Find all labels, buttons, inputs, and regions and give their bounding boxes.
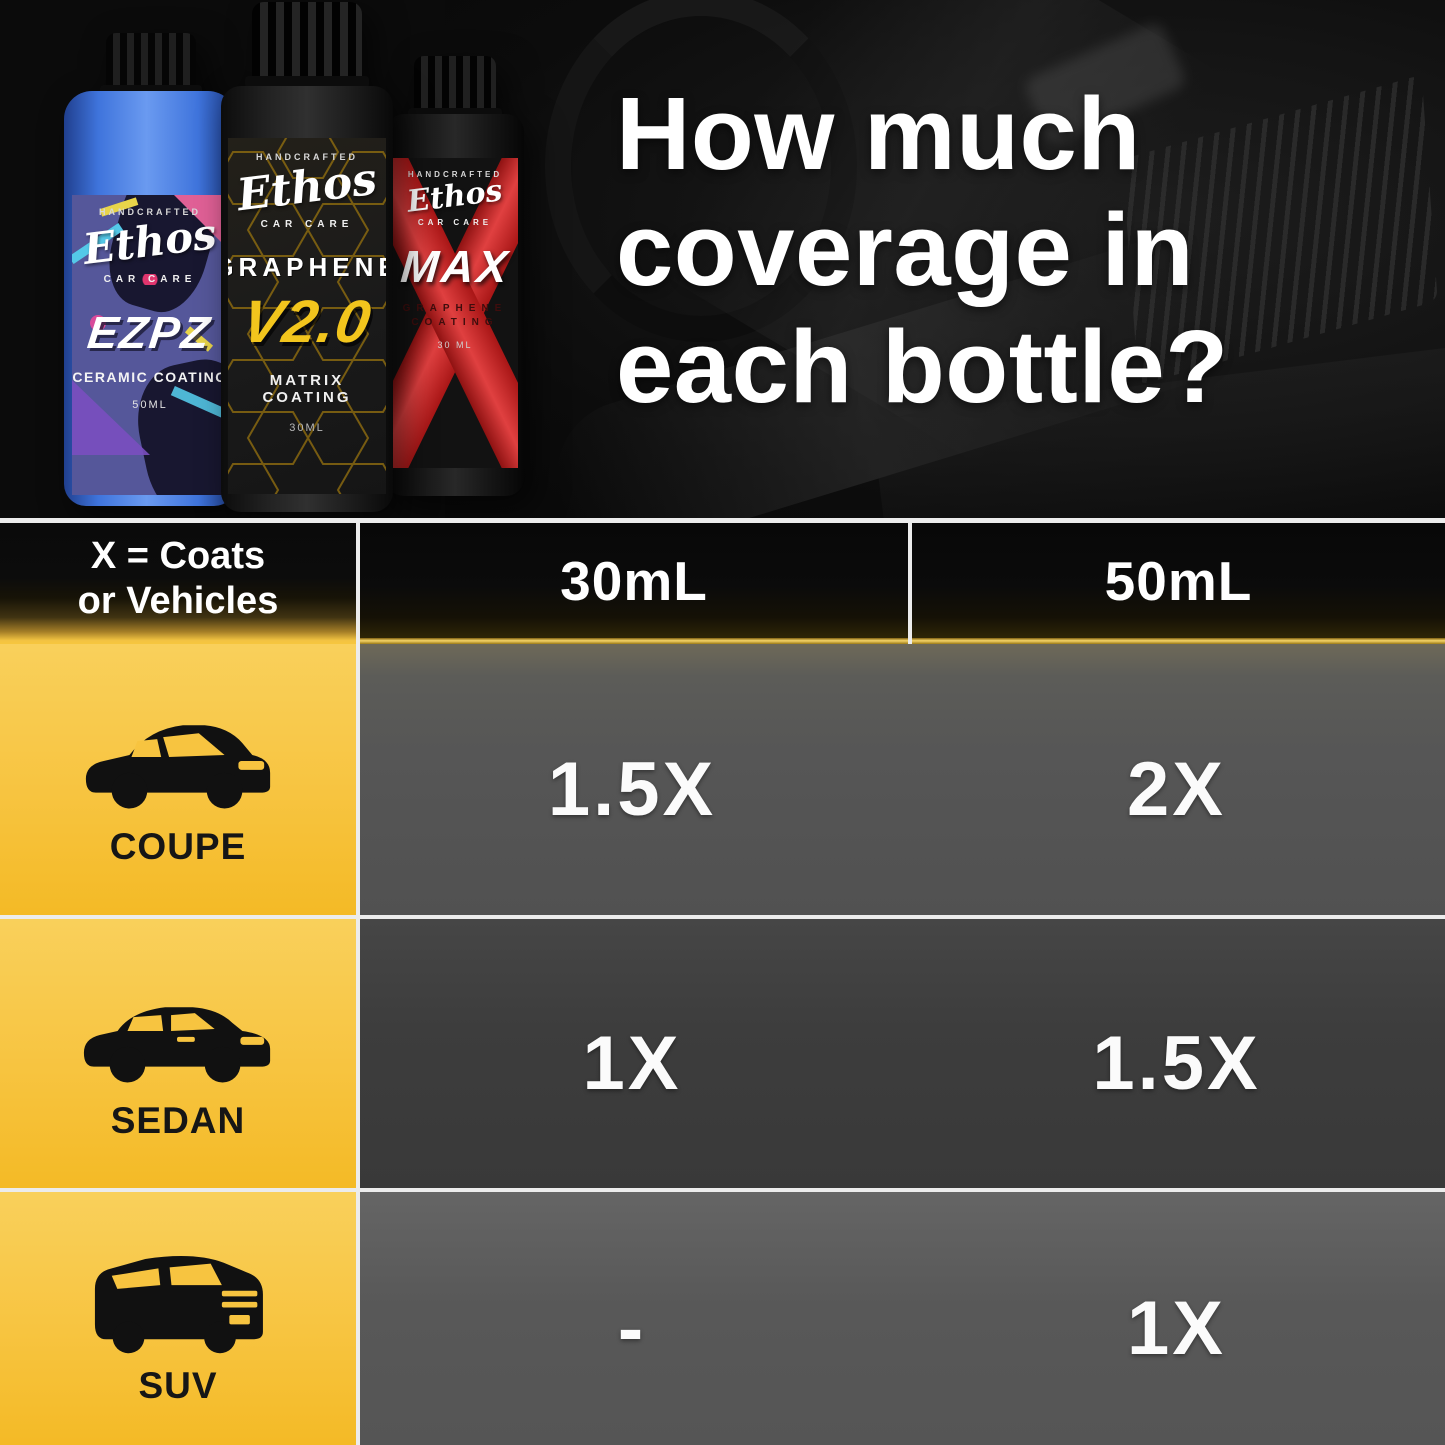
cell-sedan-50ml: 1.5X <box>908 919 1445 1188</box>
product-name-v20: V2.0 <box>237 288 377 355</box>
bottle-cap-flange <box>408 108 502 118</box>
main-heading: How much coverage in each bottle? <box>616 76 1229 425</box>
bottle-graphene-v2: HANDCRAFTED Ethos CAR CARE GRAPHENE V2.0… <box>221 2 393 512</box>
cell-suv-50ml: 1X <box>908 1192 1445 1445</box>
cell-coupe-50ml: 2X <box>908 644 1445 915</box>
gold-divider <box>356 638 1445 644</box>
cell-coupe-30ml: 1.5X <box>356 644 908 915</box>
label-art <box>90 315 106 331</box>
data-row-coupe: 1.5X 2X <box>356 644 1445 915</box>
coverage-table: X = Coats or Vehicles 30mL 50mL COUPE 1.… <box>0 518 1445 1445</box>
honeycomb-pattern <box>228 138 386 494</box>
bottle-size: 50ML <box>132 399 168 411</box>
bottle-max: HANDCRAFTED Ethos CAR CARE MAX GRAPHENE … <box>386 56 524 496</box>
bottle-ezpz: HANDCRAFTED Ethos CAR CARE EZPZ CERAMIC … <box>64 33 236 506</box>
vehicle-label: COUPE <box>109 825 247 867</box>
heading-line-2: coverage in <box>616 192 1194 308</box>
product-bottles: HANDCRAFTED Ethos CAR CARE EZPZ CERAMIC … <box>0 0 580 518</box>
car-care-text: CAR CARE <box>417 218 493 227</box>
coverage-value: 2X <box>1127 747 1226 832</box>
vehicle-cell-sedan: SEDAN <box>0 919 356 1188</box>
bottle-label-graphene: HANDCRAFTED Ethos CAR CARE GRAPHENE V2.0… <box>228 138 386 494</box>
handcrafted-text: HANDCRAFTED <box>99 207 201 217</box>
row-divider <box>0 915 1445 919</box>
bottle-cap <box>106 33 196 91</box>
coverage-value: 1X <box>1127 1286 1226 1371</box>
bottle-body-blue: HANDCRAFTED Ethos CAR CARE EZPZ CERAMIC … <box>64 91 236 506</box>
data-row-sedan: 1X 1.5X <box>356 919 1445 1188</box>
header-column-divider <box>908 518 912 644</box>
product-name-ezpz: EZPZ <box>85 307 215 358</box>
sedan-icon <box>83 1006 271 1082</box>
column-header-30ml: 30mL <box>360 523 908 638</box>
table-top-divider <box>0 518 1445 523</box>
bottle-body-black: HANDCRAFTED Ethos CAR CARE MAX GRAPHENE … <box>386 114 524 496</box>
column-divider <box>356 518 360 1445</box>
product-line-graphene: GRAPHENE <box>228 252 386 282</box>
data-row-suv: - 1X <box>356 1192 1445 1445</box>
hero-section: How much coverage in each bottle? <box>0 0 1445 518</box>
handcrafted-text: HANDCRAFTED <box>256 152 358 162</box>
product-subtitle: CERAMIC COATING <box>72 369 228 385</box>
vehicle-label: SUV <box>138 1364 218 1406</box>
coverage-value: - <box>617 1286 647 1371</box>
suv-icon <box>94 1255 263 1353</box>
product-name-max: MAX <box>398 241 512 292</box>
row-divider <box>0 1188 1445 1192</box>
bottle-cap <box>252 2 362 82</box>
corner-header: X = Coats or Vehicles <box>0 523 356 644</box>
coverage-value: 1.5X <box>547 747 717 832</box>
product-subtitle: MATRIX COATING <box>262 372 352 406</box>
bottle-body-black: HANDCRAFTED Ethos CAR CARE GRAPHENE V2.0… <box>221 86 393 512</box>
heading-line-1: How much <box>616 76 1141 191</box>
bottle-cap-flange <box>245 76 369 88</box>
corner-header-line-2: or Vehicles <box>77 579 279 622</box>
car-care-text: CAR CARE <box>103 274 197 285</box>
bottle-size: 30ML <box>289 422 325 434</box>
product-line-graphene: GRAPHENE <box>402 303 508 314</box>
bottle-label-max: HANDCRAFTED Ethos CAR CARE MAX GRAPHENE … <box>392 158 518 468</box>
vehicle-label: SEDAN <box>110 1099 246 1141</box>
heading-line-3: each bottle? <box>616 308 1229 424</box>
bottle-label-ezpz: HANDCRAFTED Ethos CAR CARE EZPZ CERAMIC … <box>72 195 228 495</box>
column-header-50ml: 50mL <box>912 523 1445 638</box>
dark-car-background <box>0 0 1445 518</box>
cell-sedan-30ml: 1X <box>356 919 908 1188</box>
coverage-value: 1.5X <box>1092 1021 1261 1106</box>
vehicle-cell-suv: SUV <box>0 1192 356 1445</box>
coupe-icon <box>85 724 271 808</box>
car-care-text: CAR CARE <box>260 219 354 230</box>
vehicle-cell-coupe: COUPE <box>0 644 356 915</box>
bottle-cap-flange <box>100 85 202 95</box>
bottle-cap <box>414 56 496 114</box>
handcrafted-text: HANDCRAFTED <box>407 170 503 179</box>
product-line-coating: COATING <box>411 317 499 328</box>
corner-header-line-1: X = Coats <box>90 534 266 577</box>
coverage-value: 1X <box>582 1021 682 1106</box>
cell-suv-30ml: - <box>356 1192 908 1445</box>
bottle-size: 30 ML <box>437 340 473 350</box>
